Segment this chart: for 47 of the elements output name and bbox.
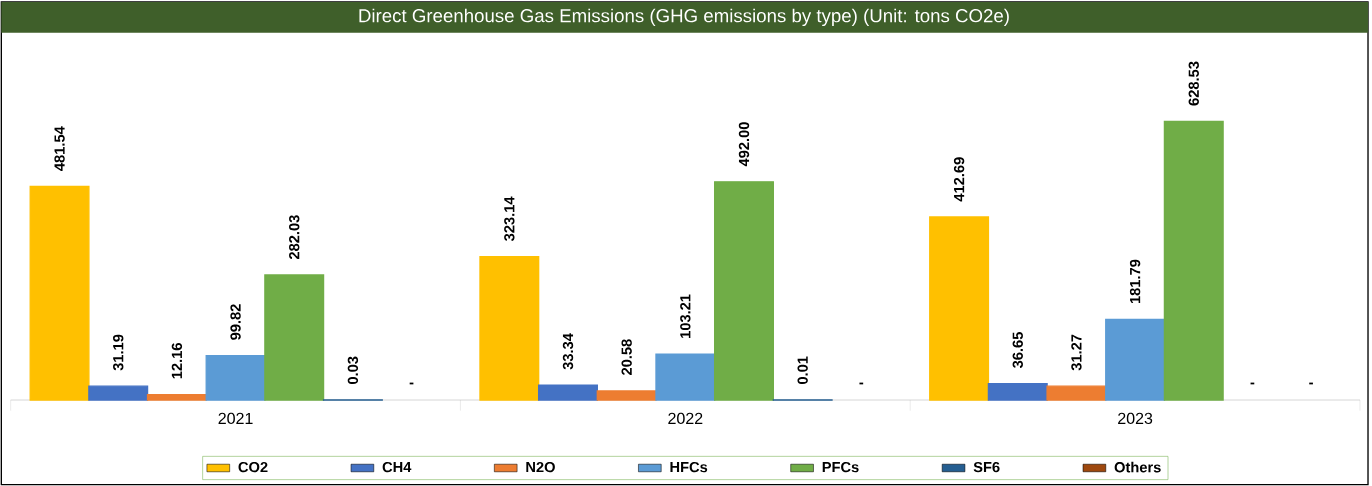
data-label: 181.79 [1129,259,1141,304]
bar [655,353,716,401]
bar [1046,385,1107,401]
legend-label: N2O [526,461,555,473]
bar [929,216,990,401]
legend-label: CO2 [238,461,268,473]
x-tick-label: 2022 [668,412,703,425]
bar [205,355,266,401]
x-tick-label: 2021 [218,412,253,425]
text: - [409,382,414,385]
data-label: 481.54 [54,126,65,171]
data-label: 31.19 [113,334,124,371]
legend-label: PFCs [822,461,859,473]
text: - [859,382,864,385]
data-label: 492.00 [738,122,750,167]
data-label: 0.03 [347,356,359,385]
bar [88,385,149,401]
text: - [1309,382,1313,385]
data-label: 99.82 [230,304,241,340]
data-label: 628.53 [1188,61,1199,106]
legend-label: Others [1114,461,1161,473]
data-label: 12.16 [171,343,183,379]
data-label: 36.65 [1012,332,1023,369]
bar [987,383,1048,401]
legend-label: CH4 [382,461,412,473]
data-label: 323.14 [504,196,515,242]
data-label: 103.21 [680,294,691,338]
bar [596,390,657,401]
data-label: 33.34 [562,333,574,370]
bar [1105,318,1166,401]
legend-label: HFCs [670,461,708,473]
bar [479,256,540,401]
bar [264,274,325,401]
text: - [1250,382,1255,385]
chart-title: Direct Greenhouse Gas Emissions (GHG emissions by type) (Unit: tons CO2e) [359,8,1009,27]
bar [713,181,774,401]
data-label: 0.01 [797,356,808,385]
legend-label: SF6 [973,461,1000,473]
data-label: 20.58 [621,339,632,375]
bar [537,384,598,401]
x-tick-label: 2023 [1118,412,1153,425]
bar [146,393,207,401]
data-label: 31.27 [1071,334,1082,371]
bar [1163,120,1224,401]
data-label: 282.03 [289,215,300,260]
data-label: 412.69 [953,157,965,202]
bar [29,185,90,401]
